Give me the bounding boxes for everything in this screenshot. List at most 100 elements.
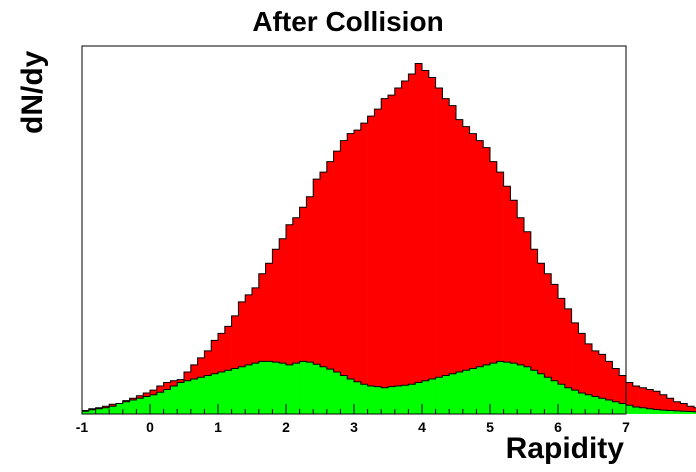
series-1-bar — [82, 411, 90, 414]
series-0-bar — [428, 77, 436, 414]
series-1-bar — [605, 399, 613, 414]
series-1-bar — [258, 361, 266, 414]
series-1-bar — [156, 392, 164, 414]
series-1-bar — [224, 370, 232, 414]
series-0-bar — [292, 217, 300, 414]
series-0-bar — [299, 207, 307, 414]
x-tick-label: 6 — [554, 419, 562, 435]
series-1-bar — [340, 375, 348, 414]
series-1-bar — [109, 406, 117, 414]
series-1-bar — [626, 405, 634, 414]
series-0-bar — [394, 88, 402, 414]
series-0-bar — [673, 401, 681, 414]
series-1-bar — [469, 368, 477, 414]
series-0-bar — [476, 140, 484, 414]
series-1-bar — [367, 385, 375, 414]
series-1-bar — [143, 396, 151, 414]
series-1-bar — [524, 366, 532, 414]
series-0-bar — [592, 350, 600, 414]
series-1-bar — [218, 371, 226, 414]
series-1-bar — [517, 364, 525, 414]
series-1-bar — [354, 381, 362, 414]
x-tick-label: 2 — [282, 419, 290, 435]
series-0-bar — [442, 98, 450, 414]
series-0-bar — [279, 238, 287, 414]
series-1-bar — [442, 375, 450, 414]
series-0-bar — [347, 133, 355, 414]
x-tick-label: 1 — [214, 419, 222, 435]
series-0-bar — [483, 147, 491, 414]
series-0-bar — [388, 95, 396, 414]
series-1-bar — [660, 410, 668, 414]
series-0-bar — [578, 333, 586, 414]
series-0-bar — [571, 322, 579, 414]
series-1-bar — [653, 409, 661, 414]
series-0-bar — [503, 186, 511, 414]
series-1-bar — [422, 380, 430, 414]
series-0-bar — [544, 273, 552, 414]
series-0-bar — [245, 294, 253, 414]
series-1-bar — [313, 364, 321, 414]
series-0-bar — [367, 116, 375, 414]
series-1-bar — [163, 389, 171, 414]
series-1-bar — [490, 363, 498, 414]
series-1-bar — [204, 375, 212, 414]
series-1-bar — [578, 392, 586, 414]
series-0-bar — [469, 133, 477, 414]
series-1-bar — [428, 378, 436, 414]
series-1-bar — [360, 384, 368, 414]
series-0-bar — [306, 196, 314, 414]
series-1-bar — [211, 373, 219, 414]
series-1-bar — [564, 387, 572, 414]
series-1-bar — [197, 377, 205, 414]
series-0-bar — [435, 88, 443, 414]
series-0-bar — [564, 308, 572, 414]
series-1-bar — [252, 363, 260, 414]
series-0-bar — [449, 105, 457, 414]
series-1-bar — [122, 401, 130, 414]
series-0-bar — [632, 385, 640, 414]
series-1-bar — [129, 399, 137, 414]
series-0-bar — [354, 130, 362, 415]
series-1-bar — [598, 398, 606, 414]
series-1-bar — [190, 378, 198, 414]
series-0-bar — [524, 231, 532, 414]
series-1-bar — [476, 366, 484, 414]
series-1-bar — [449, 373, 457, 414]
series-1-bar — [401, 385, 409, 414]
series-0-bar — [653, 391, 661, 414]
series-1-bar — [646, 408, 654, 414]
x-tick-label: 0 — [146, 419, 154, 435]
x-axis-title: Rapidity — [505, 432, 624, 465]
series-0-bar — [680, 403, 688, 414]
series-0-bar — [374, 109, 382, 414]
series-1-bar — [102, 407, 110, 414]
series-1-bar — [136, 398, 144, 414]
series-1-bar — [238, 366, 246, 414]
series-0-bar — [558, 298, 566, 414]
series-1-bar — [435, 377, 443, 414]
series-1-bar — [462, 370, 470, 414]
series-1-bar — [150, 394, 158, 414]
series-1-bar — [381, 387, 389, 414]
series-0-bar — [530, 249, 538, 414]
series-0-bar — [537, 263, 545, 414]
series-0-bar — [666, 398, 674, 414]
series-0-bar — [238, 301, 246, 414]
x-tick-label: -1 — [76, 419, 89, 435]
x-tick-label: 3 — [350, 419, 358, 435]
series-0-bar — [619, 375, 627, 414]
series-0-bar — [272, 249, 280, 414]
series-0-bar — [687, 406, 695, 414]
series-0-bar — [265, 263, 273, 414]
series-0-bar — [462, 126, 470, 415]
x-tick-label: 7 — [622, 419, 630, 435]
series-1-bar — [347, 378, 355, 414]
series-1-bar — [95, 408, 103, 414]
series-0-bar — [415, 63, 423, 415]
series-1-bar — [687, 411, 695, 414]
series-0-bar — [286, 224, 294, 414]
series-0-bar — [605, 361, 613, 414]
series-1-bar — [265, 361, 273, 414]
